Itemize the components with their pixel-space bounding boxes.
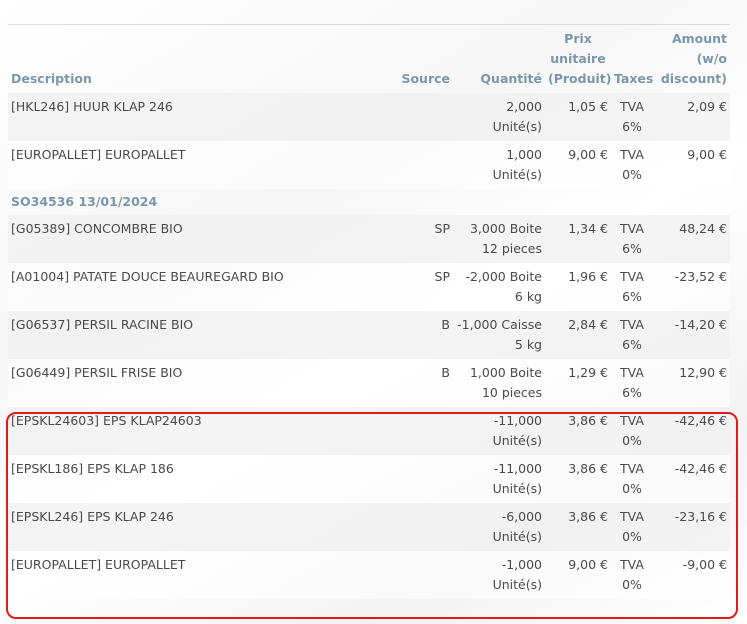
table-row: [G05389] CONCOMBRE BIO SP 3,000 Boite 12… [8,215,730,263]
cell-taxes: TVA 6% [611,215,653,263]
cell-unit-price: 9,00 € [545,141,611,189]
cell-quantity: -11,000 Unité(s) [453,455,545,503]
cell-quantity: -1,000 Caisse 5 kg [453,311,545,359]
cell-description: [G06449] PERSIL FRISE BIO [8,359,387,407]
column-header-unit-price: Prix unitaire (Produit) [545,24,611,93]
cell-amount: -23,16 € [653,503,730,551]
column-header-quantity: Quantité [453,24,545,93]
cell-description: [A01004] PATATE DOUCE BEAUREGARD BIO [8,263,387,311]
cell-amount: 2,09 € [653,93,730,141]
cell-description: [G05389] CONCOMBRE BIO [8,215,387,263]
column-header-taxes: Taxes [611,24,653,93]
cell-unit-price: 3,86 € [545,503,611,551]
table-row: [G06449] PERSIL FRISE BIO B 1,000 Boite … [8,359,730,407]
table-row: [EUROPALLET] EUROPALLET -1,000 Unité(s) … [8,551,730,599]
cell-amount: -23,52 € [653,263,730,311]
cell-taxes: TVA 6% [611,263,653,311]
table-row: [A01004] PATATE DOUCE BEAUREGARD BIO SP … [8,263,730,311]
cell-quantity: -11,000 Unité(s) [453,407,545,455]
cell-source: SP [387,263,453,311]
cell-source [387,551,453,599]
table-row: [EPSKL24603] EPS KLAP24603 -11,000 Unité… [8,407,730,455]
cell-source: SP [387,215,453,263]
table-row: [EPSKL186] EPS KLAP 186 -11,000 Unité(s)… [8,455,730,503]
cell-unit-price: 3,86 € [545,407,611,455]
table-row: [HKL246] HUUR KLAP 246 2,000 Unité(s) 1,… [8,93,730,141]
cell-unit-price: 1,96 € [545,263,611,311]
cell-unit-price: 1,29 € [545,359,611,407]
cell-taxes: TVA 0% [611,503,653,551]
cell-source [387,455,453,503]
table-row: [EPSKL246] EPS KLAP 246 -6,000 Unité(s) … [8,503,730,551]
column-header-description: Description [8,24,387,93]
invoice-lines-table: Description Source Quantité Prix unitair… [8,24,730,599]
cell-description: [EUROPALLET] EUROPALLET [8,141,387,189]
cell-unit-price: 1,34 € [545,215,611,263]
cell-taxes: TVA 0% [611,551,653,599]
cell-description: [EPSKL24603] EPS KLAP24603 [8,407,387,455]
cell-amount: 48,24 € [653,215,730,263]
cell-amount: 12,90 € [653,359,730,407]
cell-taxes: TVA 6% [611,359,653,407]
cell-amount: -14,20 € [653,311,730,359]
cell-description: [HKL246] HUUR KLAP 246 [8,93,387,141]
section-row: SO34536 13/01/2024 [8,189,730,215]
cell-unit-price: 1,05 € [545,93,611,141]
cell-unit-price: 2,84 € [545,311,611,359]
cell-quantity: -1,000 Unité(s) [453,551,545,599]
column-header-source: Source [387,24,453,93]
cell-unit-price: 9,00 € [545,551,611,599]
cell-unit-price: 3,86 € [545,455,611,503]
table-header-row: Description Source Quantité Prix unitair… [8,24,730,93]
cell-description: [EPSKL186] EPS KLAP 186 [8,455,387,503]
cell-amount: -42,46 € [653,407,730,455]
cell-description: [EPSKL246] EPS KLAP 246 [8,503,387,551]
cell-taxes: TVA 6% [611,311,653,359]
cell-quantity: 2,000 Unité(s) [453,93,545,141]
table-row: [G06537] PERSIL RACINE BIO B -1,000 Cais… [8,311,730,359]
cell-amount: 9,00 € [653,141,730,189]
cell-description: [EUROPALLET] EUROPALLET [8,551,387,599]
cell-quantity: 1,000 Unité(s) [453,141,545,189]
cell-taxes: TVA 0% [611,407,653,455]
cell-source: B [387,359,453,407]
cell-source: B [387,311,453,359]
cell-quantity: -2,000 Boite 6 kg [453,263,545,311]
cell-amount: -42,46 € [653,455,730,503]
cell-source [387,141,453,189]
section-title: SO34536 13/01/2024 [11,194,158,209]
invoice-lines-sheet: Description Source Quantité Prix unitair… [8,24,730,599]
cell-taxes: TVA 0% [611,455,653,503]
cell-quantity: -6,000 Unité(s) [453,503,545,551]
column-header-amount: Amount (w/o discount) [653,24,730,93]
cell-description: [G06537] PERSIL RACINE BIO [8,311,387,359]
table-row: [EUROPALLET] EUROPALLET 1,000 Unité(s) 9… [8,141,730,189]
cell-quantity: 1,000 Boite 10 pieces [453,359,545,407]
cell-source [387,503,453,551]
cell-taxes: TVA 6% [611,93,653,141]
cell-taxes: TVA 0% [611,141,653,189]
cell-quantity: 3,000 Boite 12 pieces [453,215,545,263]
table-body: [HKL246] HUUR KLAP 246 2,000 Unité(s) 1,… [8,93,730,599]
cell-source [387,407,453,455]
cell-amount: -9,00 € [653,551,730,599]
cell-source [387,93,453,141]
